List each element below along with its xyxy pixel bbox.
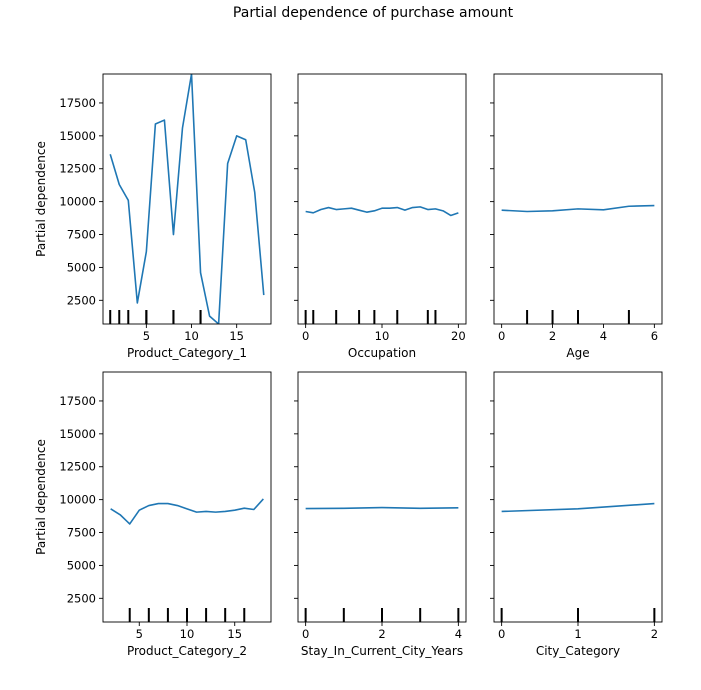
subplot-4: 5 10 15 2500 5000 7500 10000 12500 15000 17500 Pro… <box>34 371 272 658</box>
y-tick-label: 5000 <box>67 260 96 274</box>
plot-frame <box>102 371 272 623</box>
x-tick-label: 0 <box>498 627 505 641</box>
figure-title: Partial dependence of purchase amount <box>233 5 514 21</box>
x-tick-label: 20 <box>451 329 466 343</box>
x-tick-label: 10 <box>180 627 195 641</box>
x-tick-label: 2 <box>549 329 556 343</box>
plot-frame <box>493 73 663 325</box>
subplot-grid: 5 10 1525005000750010000125001500017500Pro… <box>34 73 663 658</box>
y-tick-label: 17500 <box>59 96 96 110</box>
x-tick-label: 10 <box>184 329 199 343</box>
x-tick-label: 1 <box>574 627 581 641</box>
y-tick-label: 10000 <box>59 493 96 507</box>
plot-frame <box>297 371 467 623</box>
x-tick-label: 2 <box>651 627 658 641</box>
x-tick-label: 4 <box>455 627 462 641</box>
pd-series-line <box>501 502 655 513</box>
x-tick-label: 2 <box>378 627 385 641</box>
x-tick-label: 15 <box>229 329 244 343</box>
x-axis-label: Product_Category_1 <box>127 346 247 360</box>
x-tick-label: 15 <box>227 627 242 641</box>
subplot-2: 0 10 20 Occupation <box>294 73 467 360</box>
x-tick-label: 6 <box>651 329 658 343</box>
y-tick-label: 12500 <box>59 162 96 176</box>
x-tick-label: 10 <box>375 329 390 343</box>
pd-series-line <box>110 498 264 525</box>
x-axis-label: Occupation <box>348 346 416 360</box>
y-tick-label: 17500 <box>59 394 96 408</box>
y-tick-label: 5000 <box>67 558 96 572</box>
y-tick-label: 7500 <box>67 526 96 540</box>
y-tick-label: 15000 <box>59 129 96 143</box>
subplot-6: 0 1 2 City_Category <box>490 371 663 658</box>
y-tick-label: 2500 <box>67 293 96 307</box>
y-tick-label: 10000 <box>59 195 96 209</box>
plot-frame <box>493 371 663 623</box>
x-axis-label: City_Category <box>536 644 620 658</box>
x-axis-label: Product_Category_2 <box>127 644 247 658</box>
x-tick-label: 5 <box>143 329 150 343</box>
pd-series-line <box>109 74 265 324</box>
subplot-1: 5 10 15 2500 5000 7500 10000 12500 15000 17500 Pro… <box>34 73 272 360</box>
pd-series-line <box>501 204 655 213</box>
x-tick-label: 4 <box>600 329 607 343</box>
x-tick-label: 0 <box>302 329 309 343</box>
plot-frame <box>297 73 467 325</box>
x-tick-label: 0 <box>302 627 309 641</box>
y-tick-label: 12500 <box>59 460 96 474</box>
subplot-3: 0 2 4 6 Age <box>490 73 663 360</box>
x-axis-label: Stay_In_Current_City_Years <box>301 644 463 658</box>
y-axis-label: Partial dependence <box>34 439 48 555</box>
x-tick-label: 0 <box>498 329 505 343</box>
y-tick-label: 2500 <box>67 591 96 605</box>
plot-frame <box>102 73 272 325</box>
y-tick-label: 7500 <box>67 228 96 242</box>
x-tick-label: 5 <box>136 627 143 641</box>
pd-series-line <box>305 206 459 217</box>
x-axis-label: Age <box>566 346 589 360</box>
pd-series-line <box>305 506 459 510</box>
y-axis-label: Partial dependence <box>34 141 48 257</box>
subplot-5: 0 2 4 Stay_In_Current_City_Years <box>294 371 467 658</box>
y-tick-label: 15000 <box>59 427 96 441</box>
